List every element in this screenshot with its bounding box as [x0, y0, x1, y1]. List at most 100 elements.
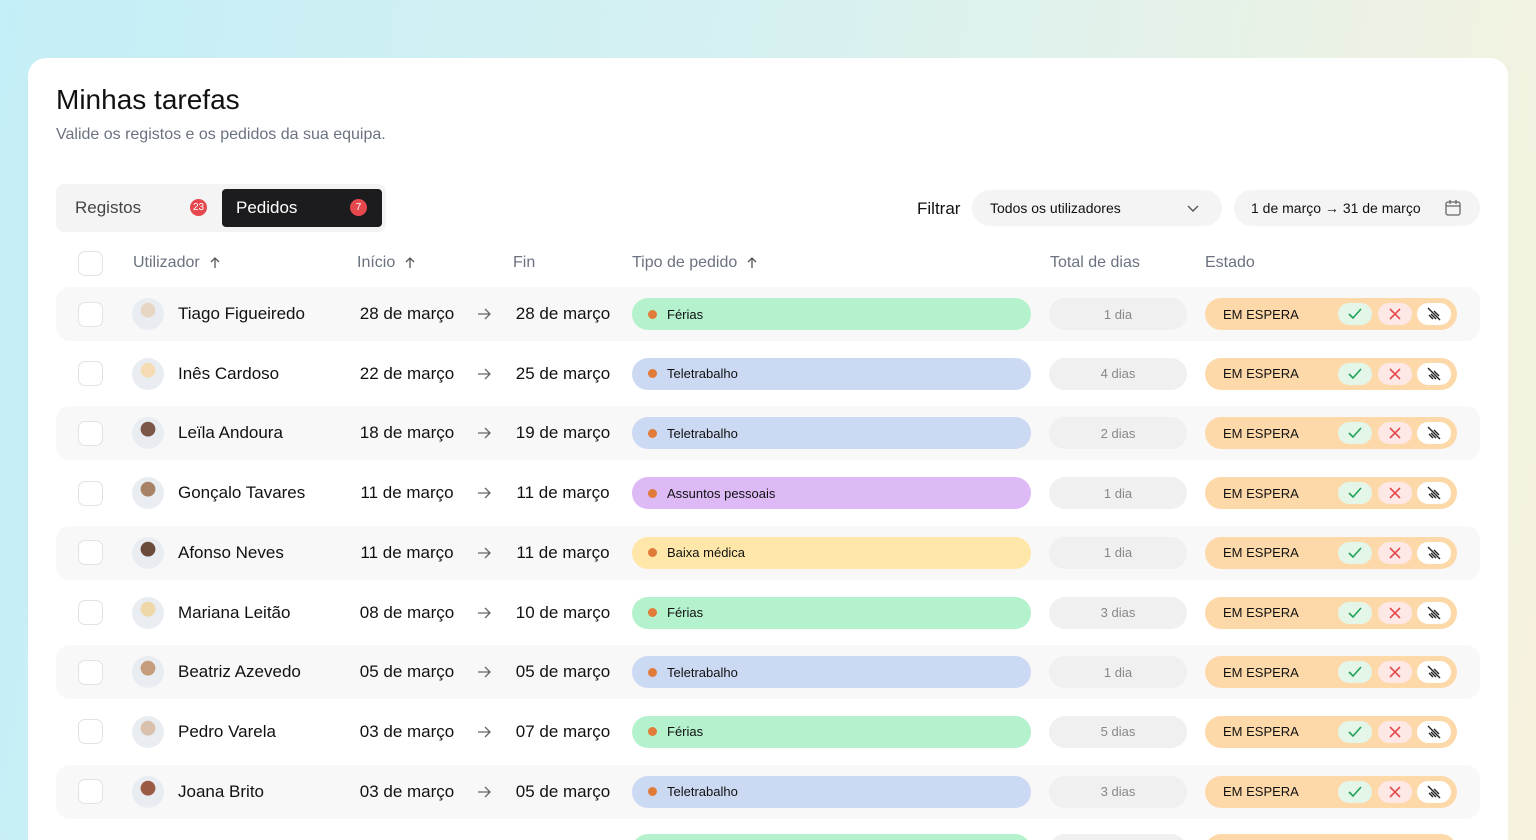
- total-days: 1 dia: [1049, 536, 1187, 569]
- status: EM ESPERA: [1205, 477, 1457, 510]
- approve-button[interactable]: [1338, 482, 1372, 505]
- request-type: Baixa médica: [632, 536, 1031, 569]
- type-icon: [648, 667, 657, 677]
- user-name: Inês Cardoso: [178, 363, 280, 383]
- row-checkbox-cell: [78, 347, 103, 401]
- status: EM ESPERA: [1205, 596, 1457, 629]
- request-type-label: Férias: [667, 724, 704, 740]
- check-icon: [1348, 368, 1362, 379]
- reject-button[interactable]: [1378, 601, 1412, 624]
- user-name: Gonçalo Tavares: [178, 483, 306, 503]
- avatar: [132, 715, 164, 748]
- request-type: Teletrabalho: [632, 775, 1031, 808]
- column-header[interactable]: Tipo de pedido: [632, 254, 759, 272]
- tab-count: 23: [190, 199, 207, 216]
- approve-button[interactable]: [1338, 720, 1372, 743]
- check-icon: [1348, 666, 1362, 678]
- row-checkbox[interactable]: [78, 779, 103, 805]
- dismiss-button[interactable]: [1417, 422, 1451, 445]
- dismiss-button[interactable]: [1417, 362, 1451, 385]
- status: EM ESPERA: [1205, 656, 1457, 689]
- reject-button[interactable]: [1378, 541, 1412, 564]
- column-header: Estado: [1205, 254, 1255, 272]
- title: Minhas tarefas: [56, 84, 240, 115]
- column-header[interactable]: Início: [357, 254, 417, 272]
- row-checkbox[interactable]: [78, 420, 103, 446]
- row-checkbox[interactable]: [78, 301, 103, 327]
- approve-button[interactable]: [1338, 303, 1372, 325]
- row-checkbox[interactable]: [78, 540, 103, 566]
- tab-active[interactable]: Pedidos 7: [222, 189, 382, 227]
- reject-button[interactable]: [1378, 422, 1412, 445]
- user-name: Mariana Leitão: [178, 602, 291, 622]
- reject-button[interactable]: [1378, 482, 1412, 505]
- tabs: Registos 23 Pedidos 7: [56, 184, 386, 232]
- user-cell: Pedro Varela: [132, 705, 276, 759]
- status: EM ESPERA: [1205, 715, 1457, 748]
- end-date: 11 de março: [516, 542, 610, 562]
- request-type-label: Baixa médica: [667, 545, 746, 561]
- request-type-label: Teletrabalho: [667, 366, 738, 382]
- chevron: [1187, 205, 1199, 212]
- approve-button[interactable]: [1338, 661, 1372, 684]
- user-cell: Joana Brito: [132, 765, 264, 819]
- dismiss-button[interactable]: [1417, 661, 1451, 684]
- arrow: [478, 308, 491, 320]
- dismiss-button[interactable]: [1417, 541, 1451, 564]
- user-cell: Gonçalo Tavares: [132, 466, 305, 520]
- start-date: 28 de março: [359, 304, 455, 323]
- wand-icon: [1427, 606, 1441, 619]
- dismiss-button[interactable]: [1417, 601, 1451, 624]
- reject-button[interactable]: [1378, 303, 1412, 325]
- tab[interactable]: Registos 23: [61, 189, 221, 227]
- row-checkbox[interactable]: [78, 480, 103, 506]
- dismiss-button[interactable]: [1417, 720, 1451, 743]
- avatar: [132, 477, 164, 510]
- row-checkbox-cell: [78, 406, 103, 460]
- approve-button[interactable]: [1338, 422, 1372, 445]
- reject-button[interactable]: [1378, 720, 1412, 743]
- x-icon: [1389, 368, 1401, 380]
- request-type: Teletrabalho: [632, 656, 1031, 689]
- row-checkbox[interactable]: [78, 719, 103, 745]
- user-cell: Tiago Figueiredo: [132, 287, 305, 341]
- dismiss-button[interactable]: [1417, 780, 1451, 803]
- x-icon: [1389, 487, 1401, 499]
- reject-button[interactable]: [1378, 362, 1412, 385]
- request-type-label: Teletrabalho: [667, 664, 738, 680]
- approve-button[interactable]: [1338, 541, 1372, 564]
- approve-button[interactable]: [1338, 362, 1372, 385]
- type-icon: [648, 309, 657, 319]
- total-days: 3 dias: [1049, 775, 1187, 808]
- reject-button[interactable]: [1378, 780, 1412, 803]
- status: EM ESPERA: [1205, 536, 1457, 569]
- request-type: Assuntos pessoais: [632, 477, 1031, 510]
- end-date: 05 de março: [515, 662, 611, 682]
- type-icon: [648, 548, 657, 558]
- column-label: Início: [357, 254, 396, 271]
- user-cell: Inês Cardoso: [132, 347, 279, 401]
- dismiss-button[interactable]: [1417, 482, 1451, 505]
- select-all[interactable]: [78, 251, 103, 276]
- user-select-value: Todos os utilizadores: [990, 200, 1121, 216]
- user-name: Afonso Neves: [178, 542, 284, 562]
- user-select[interactable]: Todos os utilizadores: [972, 190, 1222, 226]
- request-type: Teletrabalho: [632, 357, 1031, 390]
- arrow: [478, 607, 491, 618]
- reject-button[interactable]: [1378, 661, 1412, 684]
- dismiss-button[interactable]: [1417, 303, 1451, 325]
- row-checkbox[interactable]: [78, 659, 103, 685]
- check-icon: [1348, 726, 1362, 738]
- user-name: Tiago Figueiredo: [178, 304, 305, 323]
- date-range[interactable]: 1 de março → 31 de março: [1234, 190, 1480, 226]
- tab-label: Pedidos: [236, 198, 298, 217]
- column-header[interactable]: Utilizador: [133, 254, 222, 272]
- request-type-label: Assuntos pessoais: [667, 485, 776, 501]
- approve-button[interactable]: [1338, 780, 1372, 803]
- row-checkbox[interactable]: [78, 600, 103, 625]
- request-type: Férias: [632, 715, 1031, 748]
- approve-button[interactable]: [1338, 601, 1372, 624]
- total-days: 1 dia: [1049, 298, 1187, 330]
- row-checkbox[interactable]: [78, 361, 103, 387]
